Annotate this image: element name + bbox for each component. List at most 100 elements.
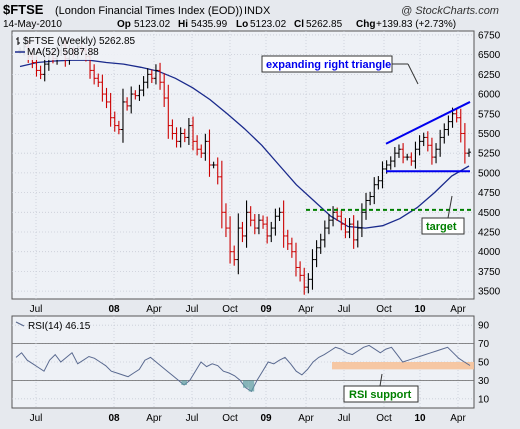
x-tick-label: Apr (146, 304, 162, 315)
price-bar (310, 249, 315, 290)
price-bar (174, 127, 179, 148)
price-bar (289, 237, 294, 258)
price-y-tick: 4000 (478, 247, 501, 258)
price-bar (273, 208, 278, 236)
price-bar (454, 109, 459, 123)
price-bar (446, 115, 451, 136)
price-bar (211, 161, 216, 169)
index-name: (London Financial Times Index (EOD)) (55, 5, 243, 17)
price-bar (137, 84, 142, 101)
legend-rsi-swatch (15, 321, 25, 327)
price-bar (388, 156, 393, 170)
x-tick-label: Apr (450, 413, 466, 424)
price-y-tick: 6250 (478, 70, 501, 81)
price-bar (458, 108, 463, 143)
x-axis-rsi: Jul 08 Apr Jul Oct 09 Apr Jul Oct 10 Apr (30, 413, 467, 424)
price-bar (182, 128, 187, 143)
price-bar (421, 132, 426, 147)
rsi-support-callout: RSI support (349, 389, 412, 401)
x-tick-label: 08 (108, 413, 120, 424)
price-bar (141, 76, 146, 97)
price-bar (125, 97, 130, 111)
quote-open-label: Op (117, 19, 131, 30)
price-bar (302, 267, 307, 295)
exchange-label: INDX (244, 5, 271, 17)
price-y-tick: 3500 (478, 287, 501, 298)
price-bar (166, 84, 171, 139)
price-y-tick: 3750 (478, 267, 501, 278)
symbol-title: $FTSE (3, 2, 44, 17)
x-tick-label: Apr (298, 413, 314, 424)
price-y-axis: 3500 3750 4000 4250 4500 4750 5000 5250 5500 5750… (478, 30, 501, 297)
x-tick-label: Oct (376, 304, 392, 315)
price-bar (203, 133, 208, 161)
rsi-oversold-fill (181, 380, 187, 385)
price-bar (322, 220, 327, 248)
price-bar (343, 217, 348, 239)
price-bar (158, 62, 163, 90)
price-y-tick: 4750 (478, 188, 501, 199)
price-bar (314, 240, 319, 268)
price-bar (462, 123, 467, 164)
price-bar (339, 210, 344, 231)
price-bar (368, 191, 373, 206)
x-tick-label: Apr (450, 304, 466, 315)
price-bar (331, 206, 336, 227)
x-axis-price: Jul 08 Apr Jul Oct 09 Apr Jul Oct 10 Apr (30, 304, 467, 315)
x-tick-label: Jul (338, 413, 351, 424)
price-bar (149, 69, 154, 84)
price-annotations (306, 101, 474, 211)
price-bar (281, 200, 286, 248)
price-bar (240, 221, 245, 243)
price-bar (228, 216, 233, 264)
price-bar (326, 214, 331, 235)
price-bar (429, 137, 434, 165)
watermark: @ StockCharts.com (401, 5, 499, 17)
price-bar (133, 90, 138, 100)
price-bar (96, 73, 101, 87)
price-bar (178, 127, 183, 148)
price-bar (108, 92, 113, 127)
x-tick-label: Oct (222, 304, 238, 315)
price-legend-box (15, 34, 140, 60)
rsi-y-tick: 90 (478, 321, 490, 332)
x-tick-label: Jul (338, 304, 351, 315)
triangle-upper-line (385, 101, 471, 145)
price-y-tick: 5500 (478, 129, 501, 140)
price-bar (191, 116, 196, 151)
price-y-tick: 6500 (478, 50, 501, 61)
price-bar (364, 192, 369, 220)
rsi-support-leader (379, 373, 383, 387)
price-bar (351, 215, 356, 249)
price-bar (434, 143, 439, 164)
quote-low: 5123.02 (250, 19, 287, 30)
x-tick-label: Jul (186, 304, 199, 315)
quote-close-label: Cl (294, 19, 304, 30)
x-tick-label: 10 (414, 304, 426, 315)
price-bar (261, 215, 266, 229)
target-callout-box (421, 217, 465, 235)
price-bar (355, 220, 360, 248)
rsi-oversold-fill (243, 380, 249, 388)
price-bar (120, 88, 125, 143)
price-bar (162, 73, 167, 107)
quote-change-label: Chg (356, 19, 375, 30)
price-bar (405, 153, 410, 161)
x-tick-label: Oct (222, 413, 238, 424)
price-bar (438, 129, 443, 157)
x-tick-label: Oct (376, 413, 392, 424)
legend-ma: MA(52) 5087.88 (27, 47, 99, 58)
price-bar (236, 213, 241, 275)
price-bar (219, 160, 224, 229)
x-tick-label: Apr (146, 413, 162, 424)
legend-price: $FTSE (Weekly) 5262.85 (23, 36, 136, 47)
price-y-tick: 4500 (478, 208, 501, 219)
x-tick-label: 10 (414, 413, 426, 424)
price-bar (38, 65, 43, 80)
price-bar (252, 214, 257, 235)
price-bar (129, 86, 134, 114)
price-bar (153, 64, 158, 85)
price-bar (265, 216, 270, 244)
price-y-tick: 5250 (478, 149, 501, 160)
